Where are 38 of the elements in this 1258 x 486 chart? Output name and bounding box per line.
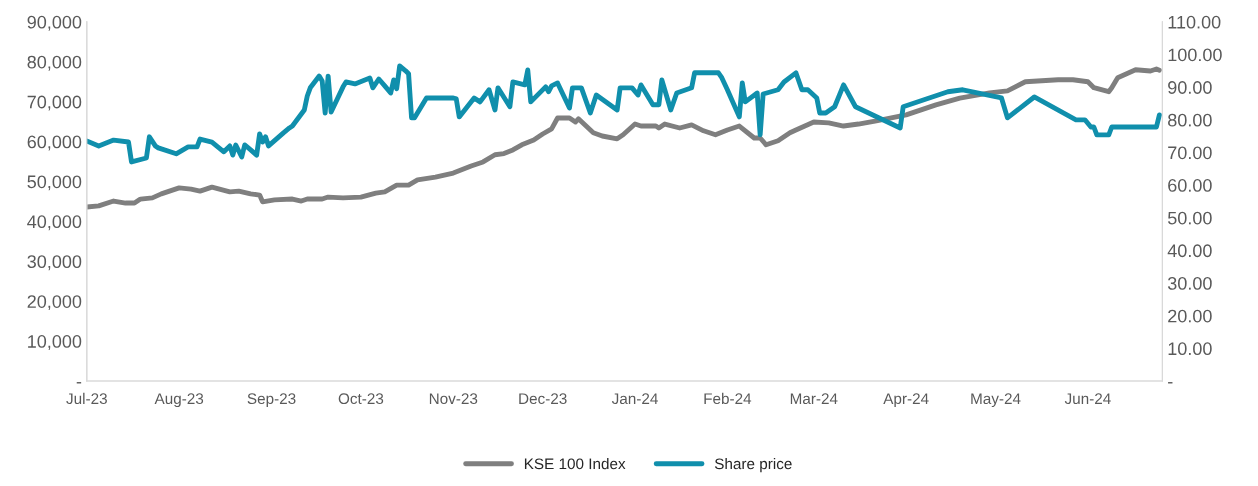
y2-tick-label: 50.00 [1167, 211, 1212, 225]
x-tick-label: Mar-24 [790, 393, 838, 405]
y2-tick-label: 100.00 [1168, 48, 1222, 62]
line-series [86, 66, 1162, 210]
y-tick-label: 90,000 [27, 15, 82, 31]
y-tick-label: 10,000 [28, 335, 82, 350]
y2-tick-label: 40.00 [1167, 244, 1212, 258]
x-tick-label: May-24 [971, 393, 1021, 408]
y-tick-label: 70,000 [27, 95, 82, 111]
line-series [86, 63, 1162, 165]
x-tick-label: Dec-23 [519, 393, 567, 405]
y2-tick-label: 110.00 [1168, 15, 1221, 29]
y2-tick-label: 10.00 [1168, 342, 1212, 356]
x-tick-label: Apr-24 [883, 393, 929, 408]
x-tick-label: Aug-23 [154, 393, 204, 408]
y-tick-label: 30,000 [27, 255, 82, 271]
y-tick-label: 40,000 [27, 215, 82, 231]
x-tick-label: Jul-23 [66, 392, 107, 405]
legend-label: KSE 100 Index [524, 458, 626, 470]
y2-tick-label: 80.00 [1168, 113, 1212, 127]
x-tick-label: Oct-23 [338, 393, 384, 405]
y-tick-label: 80,000 [27, 55, 82, 71]
y2-tick-label: 70.00 [1168, 146, 1212, 160]
y-tick-label: 60,000 [27, 135, 82, 151]
x-tick-label: Nov-23 [429, 393, 478, 405]
y2-tick-label: 30.00 [1167, 277, 1212, 290]
y-tick-label: 50,000 [27, 175, 82, 191]
x-tick-label: Feb-24 [704, 392, 752, 405]
y-tick-label: - [76, 382, 82, 384]
legend-label: Share price [714, 458, 792, 473]
y-tick-label: 20,000 [27, 295, 82, 311]
y2-tick-label: 90.00 [1168, 81, 1212, 94]
x-tick-label: Sep-23 [247, 393, 296, 408]
y2-tick-label: 60.00 [1168, 179, 1212, 192]
y2-tick-label: 20.00 [1168, 309, 1212, 323]
x-tick-label: Jun-24 [1064, 393, 1111, 405]
x-tick-label: Jan-24 [611, 393, 658, 405]
y2-tick-label: - [1168, 382, 1173, 384]
